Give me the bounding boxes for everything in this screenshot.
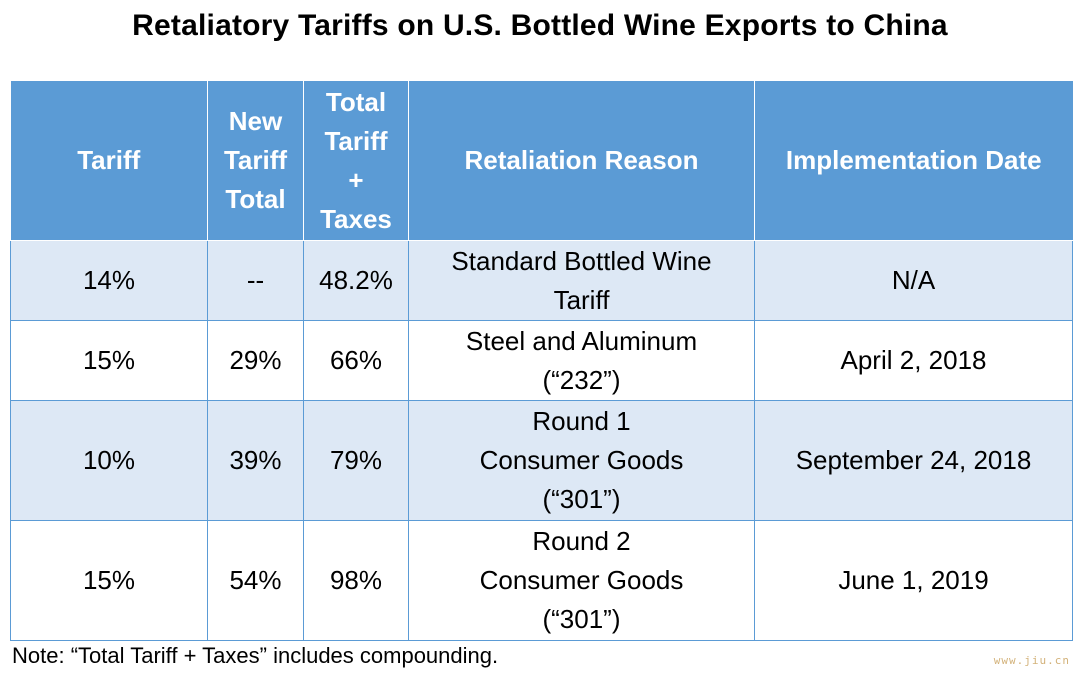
cell-reason: Steel and Aluminum (“232”) [408,320,755,401]
header-retaliation-reason-lines: Retaliation Reason [413,141,750,180]
cell-total-with-taxes: 98% [303,520,409,641]
text-line: (“301”) [542,604,621,634]
text-line: Implementation Date [785,145,1042,175]
tariff-table: Tariff New Tariff Total Total Tariff + Taxes … [10,81,1073,641]
text-line: Taxes [320,203,392,234]
cell-date: April 2, 2018 [754,320,1073,401]
text-line: Steel and Aluminum [465,325,698,356]
cell-new-total: 54% [207,520,304,641]
cell-tariff: 10% [10,400,208,521]
cell-new-total: 29% [207,320,304,401]
cell-reason-lines: Steel and Aluminum (“232”) [413,322,750,400]
header-total-tariff-taxes: Total Tariff + Taxes [303,81,409,241]
text-line: Round 1 [532,406,631,436]
table-header-row: Tariff New Tariff Total Total Tariff + Taxes … [10,81,1073,241]
cell-total-with-taxes: 79% [303,400,409,521]
page-title: Retaliatory Tariffs on U.S. Bottled Wine… [132,9,948,42]
text-line: Standard Bottled Wine [451,245,712,276]
cell-reason: Standard Bottled Wine Tariff [408,240,755,321]
footnote: Note: “Total Tariff + Taxes” includes co… [12,643,499,668]
table-row: 15% 54% 98% Round 2 Consumer Goods (“301”)… [10,520,1073,641]
cell-date: June 1, 2019 [754,520,1073,641]
text-line: New [228,106,283,136]
cell-tariff: 14% [10,240,208,321]
text-line: Total [225,184,286,214]
cell-date: N/A [754,240,1073,321]
header-retaliation-reason: Retaliation Reason [408,81,755,241]
table-row: 15% 29% 66% Steel and Aluminum (“232”) Ap… [10,320,1073,401]
text-line: Tariff [324,125,388,156]
text-line: Retaliation Reason [464,145,699,175]
cell-reason-lines: Round 2 Consumer Goods (“301”) [413,522,750,639]
text-line: Consumer Goods [479,445,684,475]
text-line: Tariff [553,284,610,315]
text-line: Total [325,86,387,117]
cell-reason-lines: Round 1 Consumer Goods (“301”) [413,402,750,519]
text-line: (“301”) [542,484,621,514]
text-line: Tariff [77,145,141,175]
cell-tariff: 15% [10,320,208,401]
text-line: (“232”) [542,364,621,395]
cell-total-with-taxes: 48.2% [303,240,409,321]
text-line: Tariff [223,145,288,175]
table-row: 14% -- 48.2% Standard Bottled Wine Tariff… [10,240,1073,321]
cell-total-with-taxes: 66% [303,320,409,401]
cell-new-total: 39% [207,400,304,521]
text-line: Round 2 [532,526,631,556]
header-new-tariff-total-lines: New Tariff Total [212,102,299,219]
header-implementation-date: Implementation Date [754,81,1073,241]
watermark: www.jiu.cn [993,654,1070,667]
table-row: 10% 39% 79% Round 1 Consumer Goods (“301”)… [10,400,1073,521]
cell-reason: Round 1 Consumer Goods (“301”) [408,400,755,521]
header-total-tariff-taxes-lines: Total Tariff + Taxes [308,83,404,239]
text-line: + [348,164,364,195]
header-new-tariff-total: New Tariff Total [207,81,304,241]
header-tariff: Tariff [10,81,208,241]
header-tariff-lines: Tariff [15,141,204,180]
cell-date: September 24, 2018 [754,400,1073,521]
cell-reason: Round 2 Consumer Goods (“301”) [408,520,755,641]
cell-tariff: 15% [10,520,208,641]
cell-new-total: -- [207,240,304,321]
header-implementation-date-lines: Implementation Date [759,141,1069,180]
cell-reason-lines: Standard Bottled Wine Tariff [413,242,750,320]
text-line: Consumer Goods [479,565,684,595]
